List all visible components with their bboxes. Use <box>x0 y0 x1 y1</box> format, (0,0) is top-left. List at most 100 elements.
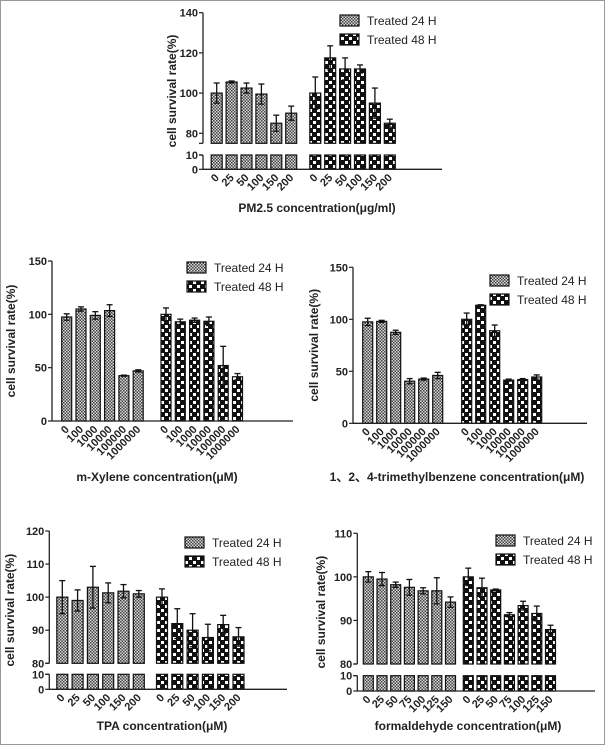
x-tick-label: 0 <box>209 172 222 185</box>
y-tick-label: 100 <box>29 309 47 321</box>
bar-lower-segment <box>544 675 557 692</box>
bar <box>490 589 502 665</box>
bar <box>476 587 488 665</box>
y-tick-label: 0 <box>192 164 198 176</box>
y-tick-label: 0 <box>41 416 47 428</box>
y-axis-title: cell survival rate(%) <box>314 556 328 669</box>
legend-label: Treated 48 H <box>517 293 587 307</box>
bar-lower-segment <box>383 154 396 170</box>
bar-lower-segment <box>270 154 283 170</box>
x-tick-label: 200 <box>275 172 296 193</box>
bar-lower-segment <box>255 154 268 170</box>
bar <box>362 576 374 665</box>
legend-label: Treated 24 H <box>523 534 593 548</box>
bar-lower-segment <box>417 675 429 692</box>
bar <box>444 601 457 665</box>
x-tick-label: 0 <box>55 692 68 705</box>
y-axis-title: cell survival rate(%) <box>4 285 18 398</box>
bar <box>531 376 543 424</box>
y-tick-label: 10 <box>340 671 352 683</box>
bar <box>503 614 515 665</box>
legend-swatch <box>339 33 360 46</box>
bar <box>160 313 172 422</box>
bar <box>189 319 201 422</box>
bar-lower-segment <box>368 154 381 170</box>
bar-lower-segment <box>225 154 238 170</box>
bar <box>324 57 337 144</box>
bar <box>417 590 429 665</box>
bar <box>174 321 186 422</box>
bar-lower-segment <box>431 675 443 692</box>
legend-label: Treated 48 H <box>523 553 593 567</box>
bar-lower-segment <box>285 154 298 170</box>
bar-lower-segment <box>240 154 253 170</box>
bar <box>432 374 444 424</box>
y-tick-label: 0 <box>346 686 352 698</box>
bar <box>89 314 101 422</box>
bar <box>61 316 73 422</box>
legend-label: Treated 24 H <box>212 536 282 550</box>
bar <box>132 593 145 664</box>
bar <box>517 605 529 665</box>
bar <box>117 590 130 664</box>
y-axis-title: cell survival rate(%) <box>165 35 179 148</box>
bar <box>390 331 402 424</box>
x-axis-title: TPA concentration(μM) <box>97 719 228 733</box>
bar <box>517 379 529 424</box>
y-tick-label: 50 <box>35 363 47 375</box>
y-tick-label: 150 <box>330 262 348 274</box>
x-tick-label: 200 <box>122 692 143 713</box>
bar <box>155 596 169 664</box>
y-tick-label: 80 <box>340 659 352 671</box>
bar-lower-segment <box>403 675 415 692</box>
bar-lower-segment <box>324 154 337 170</box>
bar-lower-segment <box>339 154 352 170</box>
bar <box>132 370 144 422</box>
bar <box>461 318 473 424</box>
bar-lower-segment <box>201 673 214 690</box>
bar <box>103 310 116 422</box>
x-tick-label: 200 <box>222 692 243 713</box>
y-tick-label: 110 <box>335 528 353 540</box>
bar-lower-segment <box>132 673 145 690</box>
y-tick-label: 120 <box>26 526 44 538</box>
y-tick-label: 100 <box>330 314 348 326</box>
bar <box>240 87 253 144</box>
legend-swatch <box>186 280 207 293</box>
x-tick-label: 200 <box>373 172 394 193</box>
bar <box>404 380 416 424</box>
bar-lower-segment <box>390 675 402 692</box>
bar-lower-segment <box>362 675 374 692</box>
bar-lower-segment <box>71 673 84 690</box>
bar <box>544 628 557 665</box>
legend-swatch <box>184 555 205 568</box>
x-tick-label: 0 <box>308 172 321 185</box>
y-tick-label: 10 <box>32 669 44 681</box>
legend-label: Treated 48 H <box>367 33 437 47</box>
bar-lower-segment <box>476 675 488 692</box>
legend-swatch <box>489 274 510 287</box>
x-axis-title: PM2.5 concentration(μg/ml) <box>238 201 395 215</box>
bar-lower-segment <box>117 673 130 690</box>
bar <box>225 81 238 144</box>
bar <box>353 68 367 144</box>
legend-swatch <box>339 14 360 27</box>
bar <box>362 321 374 424</box>
x-axis-title: formaldehyde concentration(μM) <box>375 719 562 733</box>
legend-label: Treated 24 H <box>214 261 284 275</box>
y-axis-title: cell survival rate(%) <box>307 289 321 402</box>
y-tick-label: 0 <box>342 418 348 430</box>
bar <box>118 375 130 422</box>
bar-lower-segment <box>353 154 367 170</box>
bar-lower-segment <box>210 154 223 170</box>
bar-lower-segment <box>217 673 230 690</box>
bar-lower-segment <box>462 675 474 692</box>
x-tick-label: 150 <box>434 694 455 715</box>
